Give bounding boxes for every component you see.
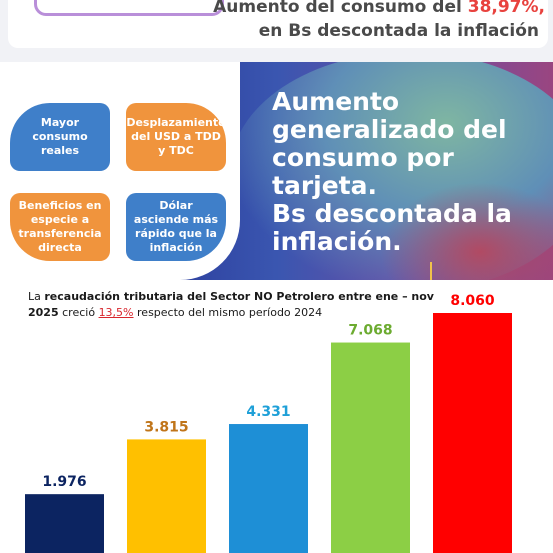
bar-1 xyxy=(127,439,206,553)
caption-part-1: La xyxy=(28,290,41,303)
bar-4 xyxy=(433,313,512,553)
bar-chart: 1.976 3.815 4.331 7.068 8.060 xyxy=(25,293,512,553)
top-pill-shape xyxy=(34,0,224,16)
bar-2 xyxy=(229,424,308,553)
bar-value-label-4: 8.060 xyxy=(450,293,495,309)
banner-line-2: generalizado del xyxy=(272,115,507,144)
quadrant-beneficios-especie: Beneficios en especie a transferencia di… xyxy=(10,193,110,261)
headline-percent: 38,97%, xyxy=(467,0,545,17)
quadrant-consumo-reales: Mayor consumo reales xyxy=(10,103,110,171)
banner-text: Aumento generalizado del consumo por tar… xyxy=(272,88,552,256)
caption-part-3: creció xyxy=(62,306,96,319)
caption-part-4: respecto del mismo período 2024 xyxy=(137,306,323,319)
bar-value-label-0: 1.976 xyxy=(42,474,86,490)
gradient-banner: Mayor consumo reales Desplazamiento del … xyxy=(0,62,553,280)
bar-value-label-3: 7.068 xyxy=(348,323,392,339)
top-section: Aumento del consumo del 38,97%, en Bs de… xyxy=(0,0,553,62)
banner-line-4: tarjeta. xyxy=(272,171,377,200)
bar-3 xyxy=(331,342,410,553)
quadrant-desplazamiento-usd: Desplazamiento del USD a TDD y TDC xyxy=(126,103,226,171)
consumption-increase-headline: Aumento del consumo del 38,97%, xyxy=(213,0,545,17)
bar-0 xyxy=(25,494,104,553)
headline-prefix: Aumento del consumo del xyxy=(213,0,462,17)
bar-value-label-2: 4.331 xyxy=(246,404,290,420)
headline-subtitle: en Bs descontada la inflación xyxy=(258,21,539,41)
banner-line-1: Aumento xyxy=(272,87,400,116)
caption-percent: 13,5% xyxy=(98,306,134,319)
caption-part-2: recaudación tributaria del Sector NO Pet… xyxy=(28,290,434,319)
quadrant-dolar-inflacion: Dólar asciende más rápido que la inflaci… xyxy=(126,193,226,261)
banner-line-3: consumo por xyxy=(272,143,454,172)
banner-mark xyxy=(430,262,432,280)
chart-caption: La recaudación tributaria del Sector NO … xyxy=(28,289,438,321)
banner-line-6: inflación. xyxy=(272,227,402,256)
bar-value-label-1: 3.815 xyxy=(144,419,188,435)
tax-revenue-chart: 1.976 3.815 4.331 7.068 8.060 La recaudación… xyxy=(0,280,553,553)
banner-line-5: Bs descontada la xyxy=(272,199,512,228)
